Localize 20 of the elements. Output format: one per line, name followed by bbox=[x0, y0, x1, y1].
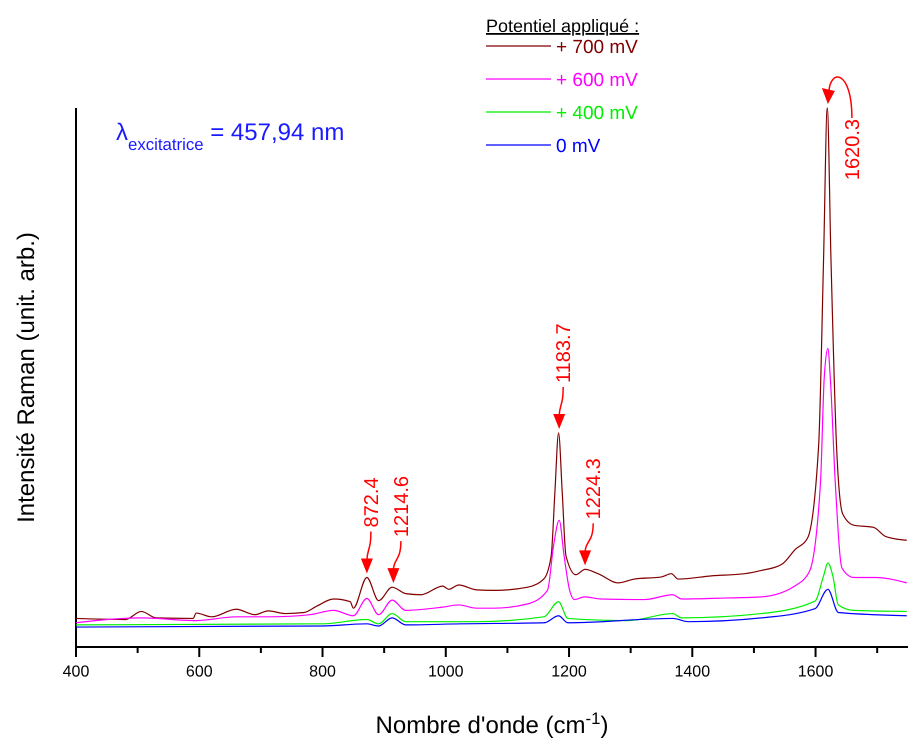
x-tick-label: 1600 bbox=[798, 663, 834, 680]
y-axis-title: Intensité Raman (unit. arb.) bbox=[13, 232, 40, 523]
annotation: 1214.6 bbox=[390, 476, 413, 538]
annotation: 872.4 bbox=[360, 477, 383, 528]
legend-title: Potentiel appliqué : bbox=[486, 16, 640, 36]
x-tick-label: 600 bbox=[186, 663, 213, 680]
x-tick-label: 1200 bbox=[551, 663, 587, 680]
x-tick-label: 800 bbox=[309, 663, 336, 680]
annotation: 1620.3 bbox=[842, 119, 864, 180]
annotation: 1224.3 bbox=[583, 458, 606, 520]
x-tick-label: 1000 bbox=[428, 663, 464, 680]
annotation: 1183.7 bbox=[553, 323, 576, 384]
x-tick-label: 1400 bbox=[674, 663, 710, 680]
legend-label: + 700 mV bbox=[556, 37, 638, 58]
legend-label: + 600 mV bbox=[556, 70, 638, 91]
legend-label: 0 mV bbox=[556, 136, 601, 157]
x-tick-label: 400 bbox=[62, 663, 90, 680]
annotation: λ$_{excitatrice}$ = 457,94 nm bbox=[116, 119, 344, 154]
x-axis-title: Nombre d'onde (cm$^{-1}$) bbox=[376, 708, 608, 739]
legend-label: + 400 mV bbox=[556, 103, 638, 124]
